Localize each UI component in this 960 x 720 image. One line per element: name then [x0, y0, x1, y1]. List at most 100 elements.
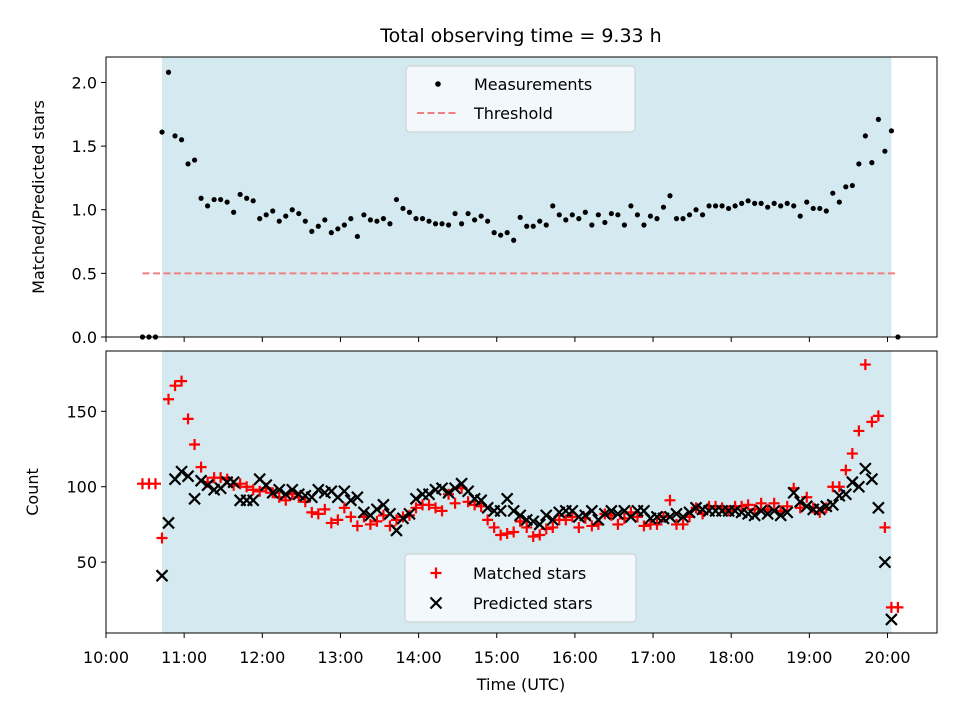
measurement-point: [739, 200, 745, 206]
measurement-point: [543, 222, 549, 228]
measurement-point: [276, 218, 282, 224]
measurement-point: [250, 198, 256, 204]
matched-star-point: [736, 500, 748, 512]
measurement-point: [472, 217, 478, 223]
measurement-point: [237, 191, 243, 198]
predicted-star-point: [201, 478, 214, 492]
matched-star-point: [664, 494, 676, 506]
matched-star-point: [742, 499, 754, 511]
predicted-star-point: [246, 494, 260, 507]
measurement-point: [361, 212, 367, 218]
measurement-point: [335, 226, 341, 232]
measurement-point: [185, 161, 191, 167]
predicted-star-point: [500, 492, 514, 506]
legend-predicted-label: Predicted stars: [473, 594, 593, 613]
legend-x: [429, 596, 443, 610]
predicted-star-point: [793, 495, 807, 509]
x-tick-label: 10:00: [83, 648, 129, 667]
predicted-star-point: [767, 504, 781, 518]
predicted-star-point: [683, 506, 696, 519]
matched-star-point: [801, 491, 813, 503]
measurement-point: [843, 184, 849, 190]
predicted-star-point: [272, 483, 286, 497]
measurement-point: [517, 214, 523, 220]
measurement-point: [882, 148, 888, 154]
predicted-star-point: [507, 504, 520, 518]
measurement-point: [660, 204, 667, 210]
predicted-star-point: [859, 462, 872, 475]
matched-star-point: [345, 511, 357, 523]
measurement-point: [498, 232, 504, 238]
matched-star-point: [215, 472, 227, 484]
measurement-point: [569, 212, 575, 218]
top-y-axis-label: Matched/Predicted stars: [29, 100, 48, 294]
predicted-star-point: [390, 524, 403, 537]
x-tick-label: 11:00: [161, 648, 207, 667]
measurement-point: [712, 203, 719, 209]
predicted-star-point: [448, 481, 462, 495]
legend-matched-marker: [430, 567, 442, 579]
measurement-point: [511, 237, 517, 243]
matched-star-point: [540, 523, 552, 535]
matched-star-point: [280, 494, 292, 506]
predicted-star-point: [878, 555, 892, 569]
predicted-star-point: [181, 469, 195, 483]
matched-star-point: [859, 359, 871, 371]
matched-star-point: [430, 502, 442, 514]
matched-star-point: [612, 518, 624, 530]
measurement-point: [856, 161, 862, 167]
measurement-point: [810, 205, 816, 212]
predicted-star-point: [370, 503, 384, 516]
top-axes-frame: [105, 56, 938, 338]
measurement-point: [752, 200, 758, 206]
measurement-point: [400, 205, 406, 212]
measurement-point: [419, 216, 426, 222]
legend-measurements-label: Measurements: [474, 75, 592, 94]
measurement-point: [322, 217, 328, 223]
matched-star-point: [195, 461, 207, 473]
matched-star-point: [488, 521, 500, 533]
predicted-star-point: [409, 492, 423, 506]
measurement-point: [218, 196, 224, 203]
predicted-star-point: [357, 506, 371, 519]
measurement-point: [341, 222, 347, 228]
matched-star-point: [351, 520, 363, 532]
matched-star-point: [410, 502, 422, 514]
measurement-point: [309, 228, 315, 234]
predicted-star-point: [872, 501, 885, 515]
measurement-point: [706, 203, 712, 209]
measurement-point: [485, 218, 491, 224]
predicted-star-point: [338, 484, 351, 498]
matched-star-point: [566, 511, 578, 523]
bottom-legend: Matched stars Predicted stars: [404, 553, 637, 623]
x-tick-label: 12:00: [239, 648, 285, 667]
predicted-star-point: [670, 507, 683, 521]
predicted-star-point: [754, 504, 768, 518]
predicted-star-point: [579, 509, 592, 522]
measurement-point: [244, 195, 250, 201]
measurement-point: [667, 193, 673, 199]
measurement-point: [771, 200, 777, 206]
matched-star-point: [338, 502, 350, 514]
matched-star-point: [879, 521, 891, 533]
matched-star-point: [332, 514, 344, 526]
matched-star-point: [156, 532, 168, 544]
matched-star-point: [254, 485, 266, 497]
measurement-point: [439, 221, 445, 227]
predicted-star-point: [312, 483, 325, 497]
measurement-point: [231, 209, 237, 215]
measurement-point: [804, 199, 810, 205]
predicted-star-point: [383, 507, 397, 521]
x-tick-label: 19:00: [786, 648, 832, 667]
bottom-y-axis-label: Count: [23, 468, 42, 516]
measurement-point: [537, 218, 543, 224]
matched-star-point: [163, 393, 175, 405]
measurement-point: [191, 157, 198, 163]
measurement-point: [458, 221, 465, 227]
measurement-point: [791, 203, 797, 209]
matched-star-point: [560, 514, 572, 526]
matched-star-point: [768, 497, 780, 509]
predicted-star-point: [846, 475, 859, 489]
legend-plus: [430, 567, 442, 579]
